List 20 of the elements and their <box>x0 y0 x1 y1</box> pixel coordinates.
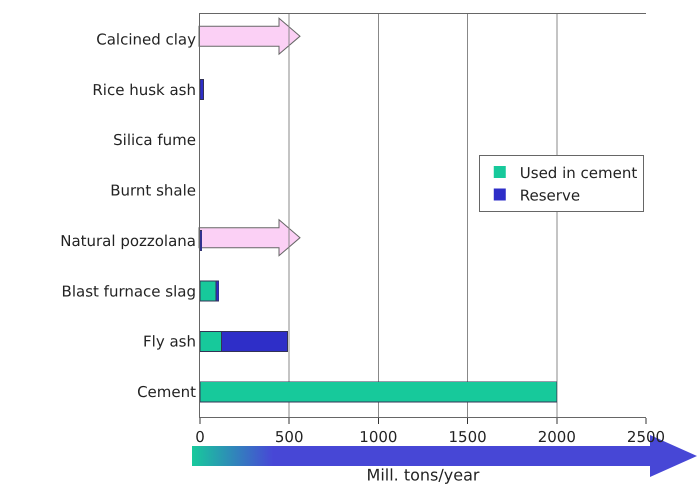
y-tick-label: Natural pozzolana <box>60 232 196 250</box>
legend-label: Reserve <box>520 186 580 204</box>
y-tick-label: Calcined clay <box>96 30 196 48</box>
x-tick-label: 2500 <box>626 428 666 446</box>
x-tick-label: 500 <box>274 428 304 446</box>
bar <box>200 280 216 302</box>
y-tick-label: Burnt shale <box>110 182 196 200</box>
x-tick-label: 0 <box>195 428 205 446</box>
y-tick-label: Rice husk ash <box>92 80 196 99</box>
x-tick-label: 1500 <box>448 428 487 446</box>
x-axis-title: Mill. tons/year <box>366 466 480 485</box>
y-tick-label: Blast furnace slag <box>62 282 196 300</box>
y-tick-label: Cement <box>137 383 196 402</box>
y-tick-label: Silica fume <box>113 131 196 150</box>
legend-label: Used in cement <box>520 164 638 182</box>
y-tick-label: Fly ash <box>143 332 196 351</box>
bar <box>200 79 204 100</box>
x-tick-label: 2000 <box>538 428 576 446</box>
bar <box>200 381 558 402</box>
x-tick-label: 1000 <box>359 428 398 446</box>
